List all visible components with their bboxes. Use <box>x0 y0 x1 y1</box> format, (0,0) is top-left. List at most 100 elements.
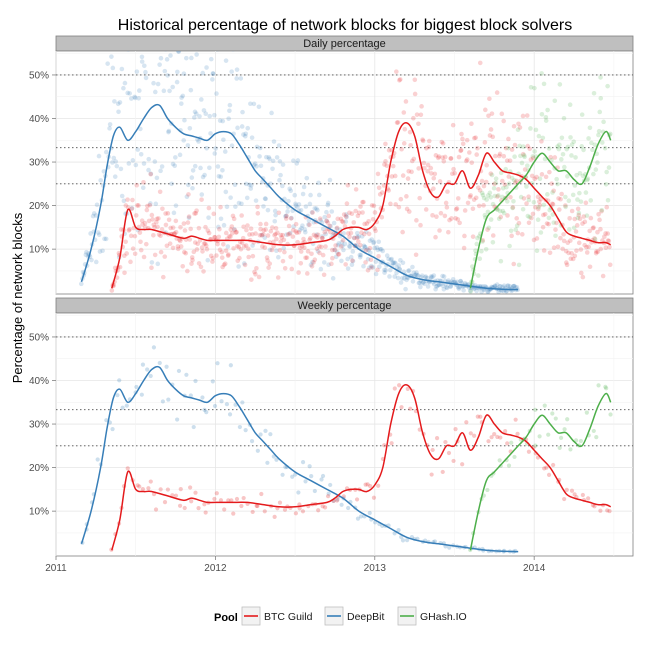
data-point-btcguild <box>563 203 568 208</box>
data-point-deepbit <box>249 182 254 188</box>
data-point-btcguild <box>157 189 163 195</box>
data-point-btcguild <box>328 229 333 235</box>
data-point-deepbit <box>374 245 380 250</box>
data-point-btcguild <box>343 262 348 267</box>
data-point-btcguild <box>401 110 407 115</box>
data-point-btcguild <box>368 484 373 489</box>
data-point-ghashio <box>553 233 558 239</box>
data-point-ghashio <box>484 197 489 202</box>
data-point-deepbit <box>384 253 390 258</box>
data-point-btcguild <box>266 265 271 270</box>
data-point-btcguild <box>470 234 476 239</box>
data-point-btcguild <box>221 262 227 267</box>
data-point-btcguild <box>214 253 219 258</box>
data-point-deepbit <box>212 403 218 409</box>
data-point-deepbit <box>251 101 257 107</box>
data-point-btcguild <box>185 268 190 274</box>
data-point-deepbit <box>457 284 462 290</box>
data-point-btcguild <box>464 137 470 143</box>
data-point-btcguild <box>440 155 445 160</box>
data-point-btcguild <box>363 482 368 487</box>
data-point-btcguild <box>448 156 454 161</box>
data-point-ghashio <box>575 215 581 221</box>
data-point-ghashio <box>503 166 509 172</box>
data-point-ghashio <box>608 412 613 417</box>
data-point-btcguild <box>199 197 204 202</box>
data-point-btcguild <box>250 231 255 237</box>
data-point-ghashio <box>586 136 591 141</box>
data-point-ghashio <box>570 192 576 198</box>
data-point-deepbit <box>373 271 379 277</box>
data-point-deepbit <box>444 285 450 291</box>
data-point-btcguild <box>605 508 610 513</box>
data-point-btcguild <box>495 194 500 199</box>
data-point-btcguild <box>189 255 195 260</box>
data-point-btcguild <box>574 223 580 228</box>
data-point-deepbit <box>224 402 230 407</box>
data-point-btcguild <box>352 235 357 241</box>
data-point-btcguild <box>386 188 392 193</box>
data-point-deepbit <box>164 57 170 62</box>
data-point-btcguild <box>438 210 444 216</box>
data-point-deepbit <box>234 67 240 72</box>
data-point-btcguild <box>499 111 505 117</box>
data-point-btcguild <box>127 227 132 232</box>
data-point-deepbit <box>138 151 144 157</box>
data-point-btcguild <box>530 155 536 161</box>
data-point-deepbit <box>191 115 197 120</box>
data-point-ghashio <box>574 172 579 178</box>
y-tick-label: 20% <box>29 201 49 212</box>
data-point-ghashio <box>485 209 491 215</box>
data-point-btcguild <box>320 504 325 509</box>
data-point-btcguild <box>149 265 154 271</box>
data-point-deepbit <box>196 139 201 144</box>
data-point-deepbit <box>166 128 172 134</box>
data-point-deepbit <box>236 200 242 206</box>
data-point-btcguild <box>578 270 584 276</box>
data-point-btcguild <box>338 244 344 249</box>
data-point-btcguild <box>456 154 462 160</box>
data-point-ghashio <box>596 132 601 138</box>
data-point-deepbit <box>175 417 180 422</box>
data-point-deepbit <box>333 254 339 260</box>
data-point-deepbit <box>119 66 125 72</box>
data-point-deepbit <box>204 410 209 415</box>
data-point-deepbit <box>302 227 308 232</box>
data-point-deepbit <box>291 158 296 164</box>
data-point-btcguild <box>451 166 456 172</box>
data-point-btcguild <box>263 227 268 232</box>
data-point-ghashio <box>491 185 497 191</box>
data-point-deepbit <box>184 55 189 61</box>
data-point-btcguild <box>210 259 215 264</box>
data-point-btcguild <box>481 183 487 189</box>
data-point-btcguild <box>492 181 497 187</box>
data-point-deepbit <box>388 257 394 263</box>
data-point-ghashio <box>550 190 555 195</box>
data-point-btcguild <box>307 237 312 243</box>
data-point-btcguild <box>551 188 556 194</box>
data-point-deepbit <box>122 80 128 86</box>
data-point-ghashio <box>506 181 512 187</box>
data-point-btcguild <box>389 441 394 446</box>
data-point-btcguild <box>228 227 234 232</box>
data-point-btcguild <box>526 220 532 226</box>
data-point-btcguild <box>392 386 397 391</box>
data-point-btcguild <box>284 213 289 219</box>
data-point-deepbit <box>188 87 194 93</box>
data-point-deepbit <box>112 99 117 104</box>
data-point-btcguild <box>525 143 531 149</box>
data-point-deepbit <box>421 279 426 285</box>
data-point-deepbit <box>222 149 228 154</box>
data-point-btcguild <box>256 274 262 280</box>
data-point-btcguild <box>420 137 425 142</box>
data-point-deepbit <box>242 133 248 139</box>
data-point-deepbit <box>107 122 113 127</box>
data-point-btcguild <box>367 245 373 251</box>
data-point-deepbit <box>295 204 300 210</box>
data-point-btcguild <box>422 165 427 171</box>
data-point-deepbit <box>400 538 406 543</box>
data-point-ghashio <box>532 149 537 154</box>
data-point-ghashio <box>557 82 563 87</box>
data-point-btcguild <box>160 206 165 212</box>
data-point-ghashio <box>584 213 590 218</box>
